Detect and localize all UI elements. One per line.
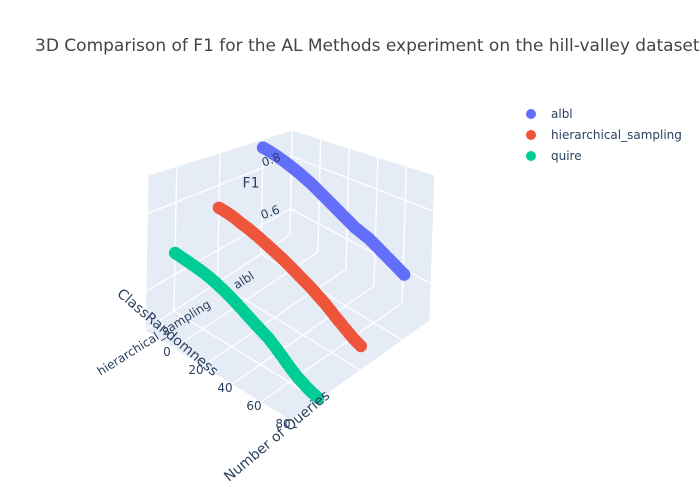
box-edge: [144, 174, 149, 331]
x-tick-label: 40: [217, 381, 232, 395]
box-edge: [429, 174, 436, 321]
floor-gridline: [217, 281, 361, 371]
series-hierarchical-sampling: [212, 201, 367, 353]
legend-label: albl: [551, 107, 573, 121]
wall-gridline: [345, 147, 350, 270]
wall-gridline: [291, 155, 434, 212]
x-tick-label: 60: [246, 399, 261, 413]
z-axis-title: F1: [243, 176, 260, 192]
data-point: [354, 339, 367, 353]
legend-item[interactable]: hierarchical_sampling: [526, 128, 682, 142]
z-tick-label: 0.8: [260, 150, 283, 170]
chart-title: 3D Comparison of F1 for the AL Methods e…: [35, 36, 700, 56]
data-point: [398, 268, 411, 281]
wall-gridline: [145, 208, 291, 292]
legend-marker: [526, 109, 536, 119]
floor-gridline: [173, 310, 319, 401]
legend-marker: [526, 130, 536, 140]
series-quire: [168, 246, 325, 405]
wall-gridline: [147, 155, 292, 215]
series-albl: [256, 141, 411, 281]
box-edge: [291, 129, 436, 176]
data-point: [311, 391, 325, 405]
wall-gridline: [373, 156, 379, 287]
scene-3d[interactable]: 020406080alblhierarchical_sampling0.60.8…: [95, 129, 436, 485]
floor-pane: [145, 235, 430, 420]
legend-label: hierarchical_sampling: [551, 128, 682, 142]
legend-marker: [526, 151, 536, 161]
x-tick-label: 80: [275, 417, 290, 431]
box-edge: [289, 129, 293, 236]
z-tick-label: 0.6: [259, 202, 282, 222]
wall-gridline: [173, 165, 178, 312]
scene-points: [168, 141, 411, 405]
legend-item[interactable]: quire: [526, 149, 582, 163]
legend-item[interactable]: albl: [526, 107, 573, 121]
wall-gridline: [216, 152, 221, 283]
legend-label: quire: [551, 149, 582, 163]
x-tick-label: 20: [188, 363, 203, 377]
x-tick-label: 0: [163, 345, 171, 359]
box-edge: [147, 129, 293, 176]
